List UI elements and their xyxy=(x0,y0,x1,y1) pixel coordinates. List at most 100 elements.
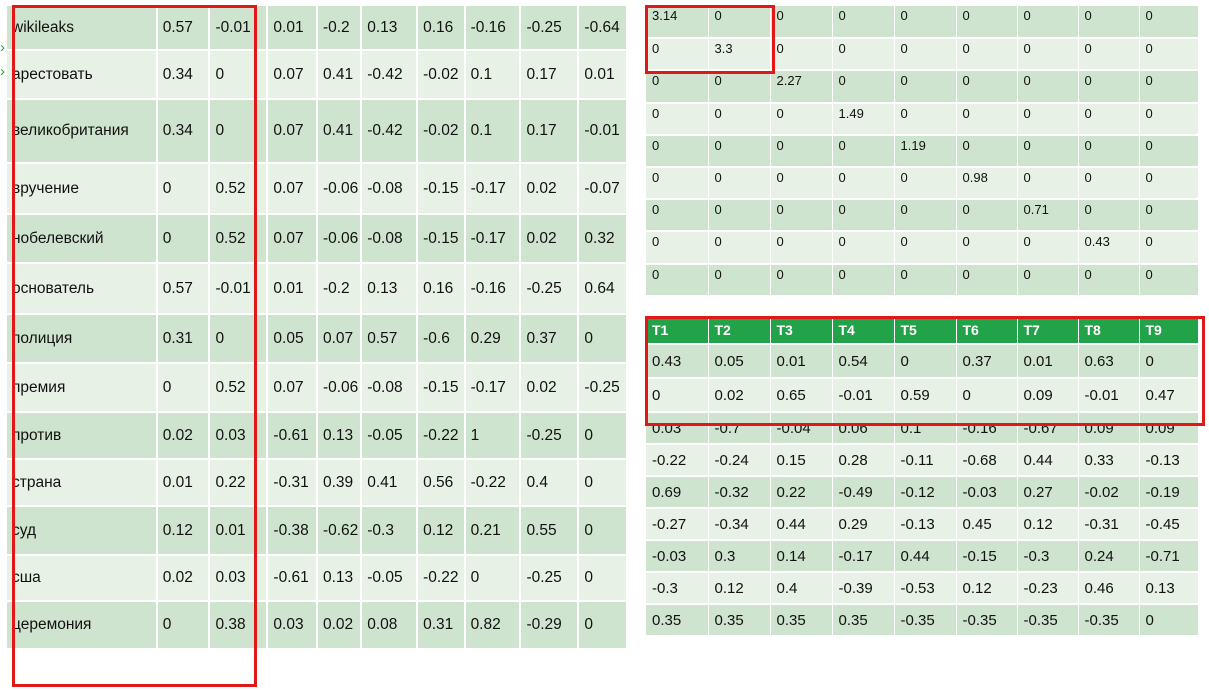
v-value-cell: -0.35 xyxy=(1017,604,1079,637)
s-value-cell: 0 xyxy=(832,166,895,201)
s-value-cell: 0 xyxy=(894,199,957,233)
u-value-cell: -0.02 xyxy=(417,99,466,164)
u-value-cell: 0.01 xyxy=(209,506,269,556)
v-value-cell: -0.01 xyxy=(832,378,895,413)
v-value-cell: -0.31 xyxy=(1078,508,1140,541)
u-value-cell: -0.06 xyxy=(316,363,363,413)
term-cell: премия xyxy=(7,363,158,413)
u-matrix-table: wikileaks 0.57 -0.01 0.01 -0.2 0.13 0.16 -0.16-… xyxy=(7,6,628,650)
v-value-cell: 0.43 xyxy=(646,344,709,379)
s-value-cell: 0 xyxy=(832,134,895,168)
u-matrix-row: полиция 0.31 0 0.05 0.07 0.57 -0.6 0.29 0.37 0 xyxy=(7,314,628,364)
u-value-cell: -0.16 xyxy=(464,263,522,315)
u-value-cell: -0.25 xyxy=(520,263,580,315)
u-value-cell: 0.17 xyxy=(520,50,580,100)
v-value-cell: 0.06 xyxy=(832,412,895,445)
s-value-cell: 0 xyxy=(1078,134,1140,168)
u-value-cell: 0.64 xyxy=(578,263,628,315)
v-value-cell: -0.16 xyxy=(956,412,1018,445)
v-value-cell: 0.27 xyxy=(1017,476,1079,509)
u-value-cell: 0.52 xyxy=(209,214,269,264)
v-value-cell: 0.09 xyxy=(1139,412,1199,445)
u-value-cell: -0.01 xyxy=(209,6,269,51)
u-value-cell: 0 xyxy=(156,163,211,215)
s-value-cell: 0 xyxy=(832,6,895,40)
term-cell: страна xyxy=(7,459,158,507)
v-value-cell: 0.15 xyxy=(770,444,833,477)
term-cell: сша xyxy=(7,555,158,602)
u-value-cell: -0.64 xyxy=(578,6,628,51)
v-matrix-row: 0.69 -0.32 0.22 -0.49 -0.12 -0.03 0.27 -0.02 -0.… xyxy=(646,476,1199,509)
v-value-cell: 0.63 xyxy=(1078,344,1140,379)
s-value-cell: 0 xyxy=(646,134,709,168)
topic-header-cell: T2 xyxy=(708,317,771,345)
v-value-cell: 0 xyxy=(1139,344,1199,379)
u-value-cell: 0.41 xyxy=(316,99,363,164)
s-value-cell: 0 xyxy=(1017,134,1079,168)
v-value-cell: -0.45 xyxy=(1139,508,1199,541)
v-matrix-row: 0.35 0.35 0.35 0.35 -0.35 -0.35 -0.35 -0.35 0 xyxy=(646,604,1199,637)
u-value-cell: 0 xyxy=(209,314,269,364)
u-value-cell: -0.61 xyxy=(267,555,318,602)
v-value-cell: -0.35 xyxy=(894,604,957,637)
s-value-cell: 0 xyxy=(646,166,709,201)
chevron-right-icon: › xyxy=(0,63,5,80)
u-value-cell: 0.4 xyxy=(520,459,580,507)
s-value-cell: 0 xyxy=(646,231,709,265)
v-value-cell: -0.23 xyxy=(1017,572,1079,605)
v-value-cell: 0.01 xyxy=(770,344,833,379)
v-value-cell: 0.54 xyxy=(832,344,895,379)
u-value-cell: -0.08 xyxy=(361,214,419,264)
u-value-cell: -0.16 xyxy=(464,6,522,51)
u-value-cell: -0.29 xyxy=(520,601,580,650)
s-matrix-row: 0 0 0 0 0 0 0.71 0 0 xyxy=(646,199,1199,233)
u-value-cell: -0.25 xyxy=(520,555,580,602)
v-value-cell: -0.04 xyxy=(770,412,833,445)
v-value-cell: -0.13 xyxy=(894,508,957,541)
u-value-cell: 0.16 xyxy=(417,263,466,315)
v-value-cell: 0.02 xyxy=(708,378,771,413)
v-value-cell: 0.14 xyxy=(770,540,833,573)
v-value-cell: -0.17 xyxy=(832,540,895,573)
v-value-cell: 0.01 xyxy=(1017,344,1079,379)
u-value-cell: 0.05 xyxy=(267,314,318,364)
u-value-cell: 0.39 xyxy=(316,459,363,507)
s-value-cell: 0 xyxy=(894,102,957,136)
u-value-cell: 0.31 xyxy=(417,601,466,650)
s-value-cell: 0 xyxy=(894,263,957,297)
u-value-cell: 0.01 xyxy=(267,263,318,315)
u-matrix-row: wikileaks 0.57 -0.01 0.01 -0.2 0.13 0.16 -0.16-… xyxy=(7,6,628,51)
u-value-cell: -0.42 xyxy=(361,99,419,164)
u-value-cell: -0.17 xyxy=(464,163,522,215)
topic-header-cell: T3 xyxy=(770,317,833,345)
v-value-cell: -0.03 xyxy=(646,540,709,573)
u-value-cell: 0 xyxy=(156,601,211,650)
term-cell: против xyxy=(7,412,158,460)
v-value-cell: 0.37 xyxy=(956,344,1018,379)
u-value-cell: -0.2 xyxy=(316,6,363,51)
u-value-cell: 0 xyxy=(464,555,522,602)
s-value-cell: 0 xyxy=(708,6,771,40)
v-value-cell: 0.69 xyxy=(646,476,709,509)
u-value-cell: 0.52 xyxy=(209,163,269,215)
v-value-cell: 0.28 xyxy=(832,444,895,477)
u-value-cell: 0.02 xyxy=(156,555,211,602)
s-value-cell: 0 xyxy=(1139,6,1199,40)
v-value-cell: 0.24 xyxy=(1078,540,1140,573)
v-value-cell: 0.45 xyxy=(956,508,1018,541)
term-cell: суд xyxy=(7,506,158,556)
u-value-cell: 0.03 xyxy=(209,412,269,460)
term-cell: церемония xyxy=(7,601,158,650)
v-value-cell: 0 xyxy=(1139,604,1199,637)
s-value-cell: 0 xyxy=(770,6,833,40)
u-value-cell: 0 xyxy=(578,459,628,507)
s-value-cell: 0 xyxy=(1139,70,1199,104)
s-value-cell: 0 xyxy=(1078,70,1140,104)
s-value-cell: 0 xyxy=(770,199,833,233)
v-value-cell: 0.03 xyxy=(646,412,709,445)
v-value-cell: -0.7 xyxy=(708,412,771,445)
u-value-cell: 0.17 xyxy=(520,99,580,164)
s-value-cell: 0 xyxy=(1139,231,1199,265)
v-value-cell: -0.22 xyxy=(646,444,709,477)
u-value-cell: 0.52 xyxy=(209,363,269,413)
